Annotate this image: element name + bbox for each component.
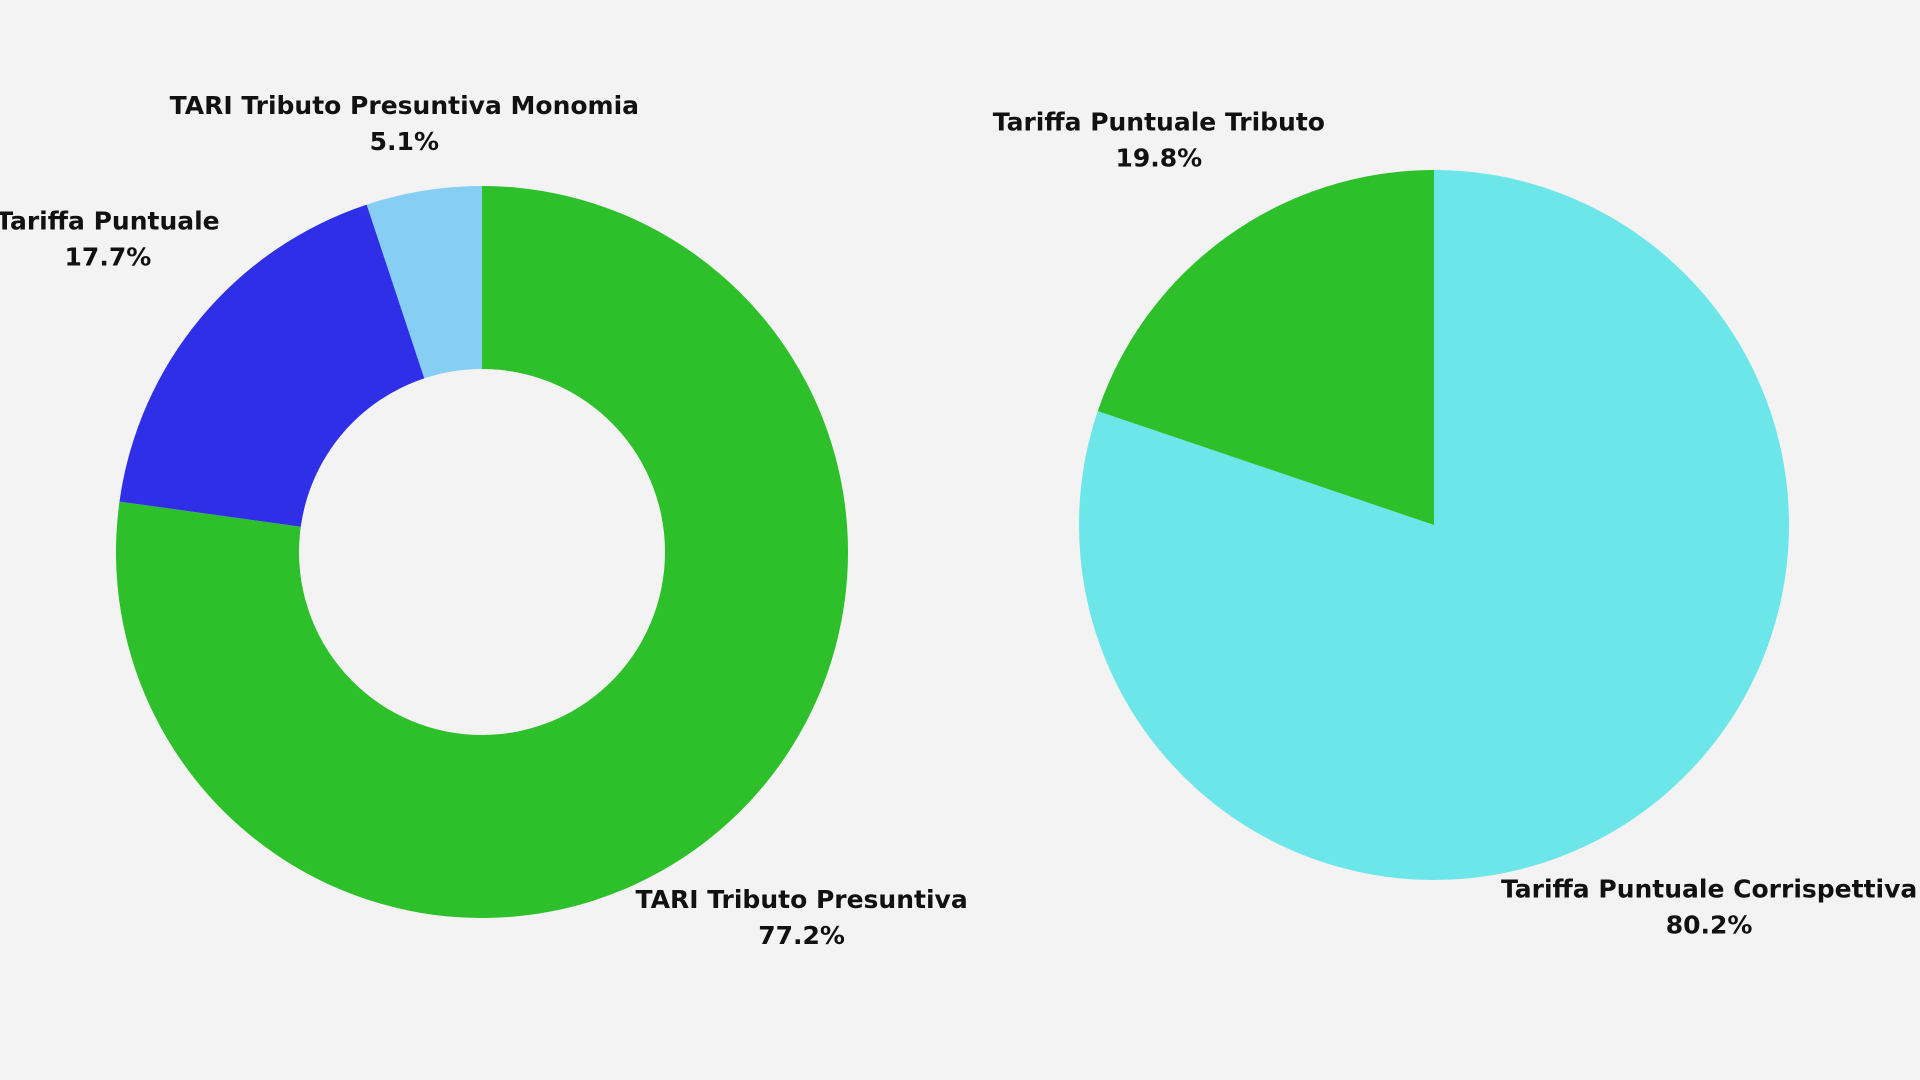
- pie-slice: [1097, 170, 1434, 525]
- slice-value-label: 77.2%: [758, 921, 845, 950]
- slice-value-label: 17.7%: [65, 243, 152, 272]
- slice-label: TARI Tributo Presuntiva: [636, 885, 968, 914]
- donut-slice: [116, 186, 849, 919]
- slice-label: TARI Tributo Presuntiva Monomia: [170, 91, 639, 120]
- slice-value-label: 80.2%: [1666, 911, 1753, 940]
- slice-label: Tariffa Puntuale Corrispettiva: [1501, 875, 1917, 904]
- donut-slice: [366, 186, 482, 379]
- slice-label: Tariffa Puntuale: [0, 207, 220, 236]
- slice-value-label: 5.1%: [370, 127, 439, 156]
- slice-label: Tariffa Puntuale Tributo: [993, 107, 1325, 136]
- slice-value-label: 19.8%: [1116, 143, 1203, 172]
- donut-slice: [119, 204, 425, 527]
